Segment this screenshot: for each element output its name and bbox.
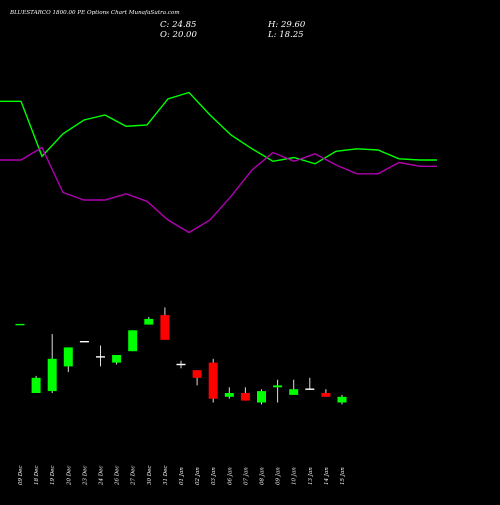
candle-18-dec <box>31 375 41 393</box>
x-tick-label: 09 Jan <box>276 467 282 485</box>
candle-body <box>96 356 105 358</box>
high-value: H: 29.60 <box>268 20 306 30</box>
candle-26-dec <box>112 355 122 365</box>
candle-30-dec <box>144 317 154 325</box>
candle-body <box>321 393 331 397</box>
indicator-lines <box>0 91 437 234</box>
candle-09-dec <box>15 323 25 326</box>
candle-body <box>112 355 122 363</box>
x-tick-label: 08 Jan <box>260 467 266 485</box>
candle-body <box>128 330 138 352</box>
candle-13-jan <box>305 377 315 390</box>
candle-body <box>15 323 25 326</box>
x-tick-label: 23 Dec <box>82 466 88 487</box>
candle-body <box>273 385 283 388</box>
x-tick-label: 03 Jan <box>211 467 217 485</box>
candle-body <box>63 347 73 367</box>
x-tick-label: 13 Jan <box>308 467 314 485</box>
x-tick-label: 07 Jan <box>243 467 249 485</box>
candle-body <box>289 389 299 395</box>
candle-31-dec <box>160 307 170 340</box>
x-tick-label: 14 Jan <box>324 467 330 485</box>
candle-body <box>47 358 57 392</box>
low-value: L: 18.25 <box>268 30 304 40</box>
candle-body <box>305 388 315 390</box>
symbol-title: BLUESTARCO 1800.00 PE Options Chart Muna… <box>10 10 180 16</box>
open-value: O: 20.00 <box>160 30 197 40</box>
magenta-indicator-line <box>0 146 437 234</box>
x-tick-label: 09 Dec <box>18 466 24 486</box>
candle-body <box>176 363 186 366</box>
x-tick-label: 24 Dec <box>99 466 105 487</box>
candle-body <box>144 318 154 325</box>
candle-body <box>160 315 170 340</box>
candle-body <box>224 393 234 397</box>
x-tick-label: 20 Dec <box>66 466 72 487</box>
candle-10-jan <box>289 379 299 395</box>
candle-14-jan <box>321 389 331 397</box>
candle-15-jan <box>337 394 347 405</box>
candle-20-dec <box>63 347 73 373</box>
x-tick-label: 06 Jan <box>227 467 233 485</box>
candle-06-jan <box>224 387 234 399</box>
candle-body <box>257 391 266 403</box>
candle-01-jan <box>176 360 186 369</box>
x-tick-label: 19 Dec <box>50 466 56 486</box>
close-value: C: 24.85 <box>160 20 197 30</box>
candle-body <box>192 370 202 378</box>
x-tick-label: 26 Dec <box>115 466 121 487</box>
x-tick-label: 02 Jan <box>195 467 201 485</box>
candle-03-jan <box>208 358 218 403</box>
candle-23-dec <box>79 341 89 343</box>
candle-19-dec <box>47 334 57 393</box>
candle-body <box>79 341 89 343</box>
candle-body <box>31 377 41 393</box>
x-tick-label: 30 Dec <box>147 466 153 486</box>
candle-body <box>208 362 218 399</box>
candle-body <box>337 396 347 403</box>
candle-27-dec <box>128 330 138 352</box>
x-tick-label: 10 Jan <box>292 467 298 485</box>
candlestick-series <box>15 307 347 405</box>
x-tick-label: 18 Dec <box>34 466 40 486</box>
x-tick-label: 31 Dec <box>163 466 169 486</box>
candle-body <box>240 393 250 401</box>
candle-09-jan <box>273 379 283 403</box>
candle-07-jan <box>240 387 250 401</box>
x-tick-label: 27 Dec <box>131 466 137 487</box>
candle-02-jan <box>192 370 202 386</box>
x-tick-label: 01 Jan <box>179 467 185 485</box>
green-indicator-line <box>0 91 437 165</box>
x-tick-labels: 09 Dec 18 Dec 19 Dec 20 Dec 23 Dec 24 Dec 26 D… <box>18 466 346 487</box>
candle-24-dec <box>96 345 105 367</box>
candle-08-jan <box>257 389 266 405</box>
x-tick-label: 15 Jan <box>340 467 346 485</box>
